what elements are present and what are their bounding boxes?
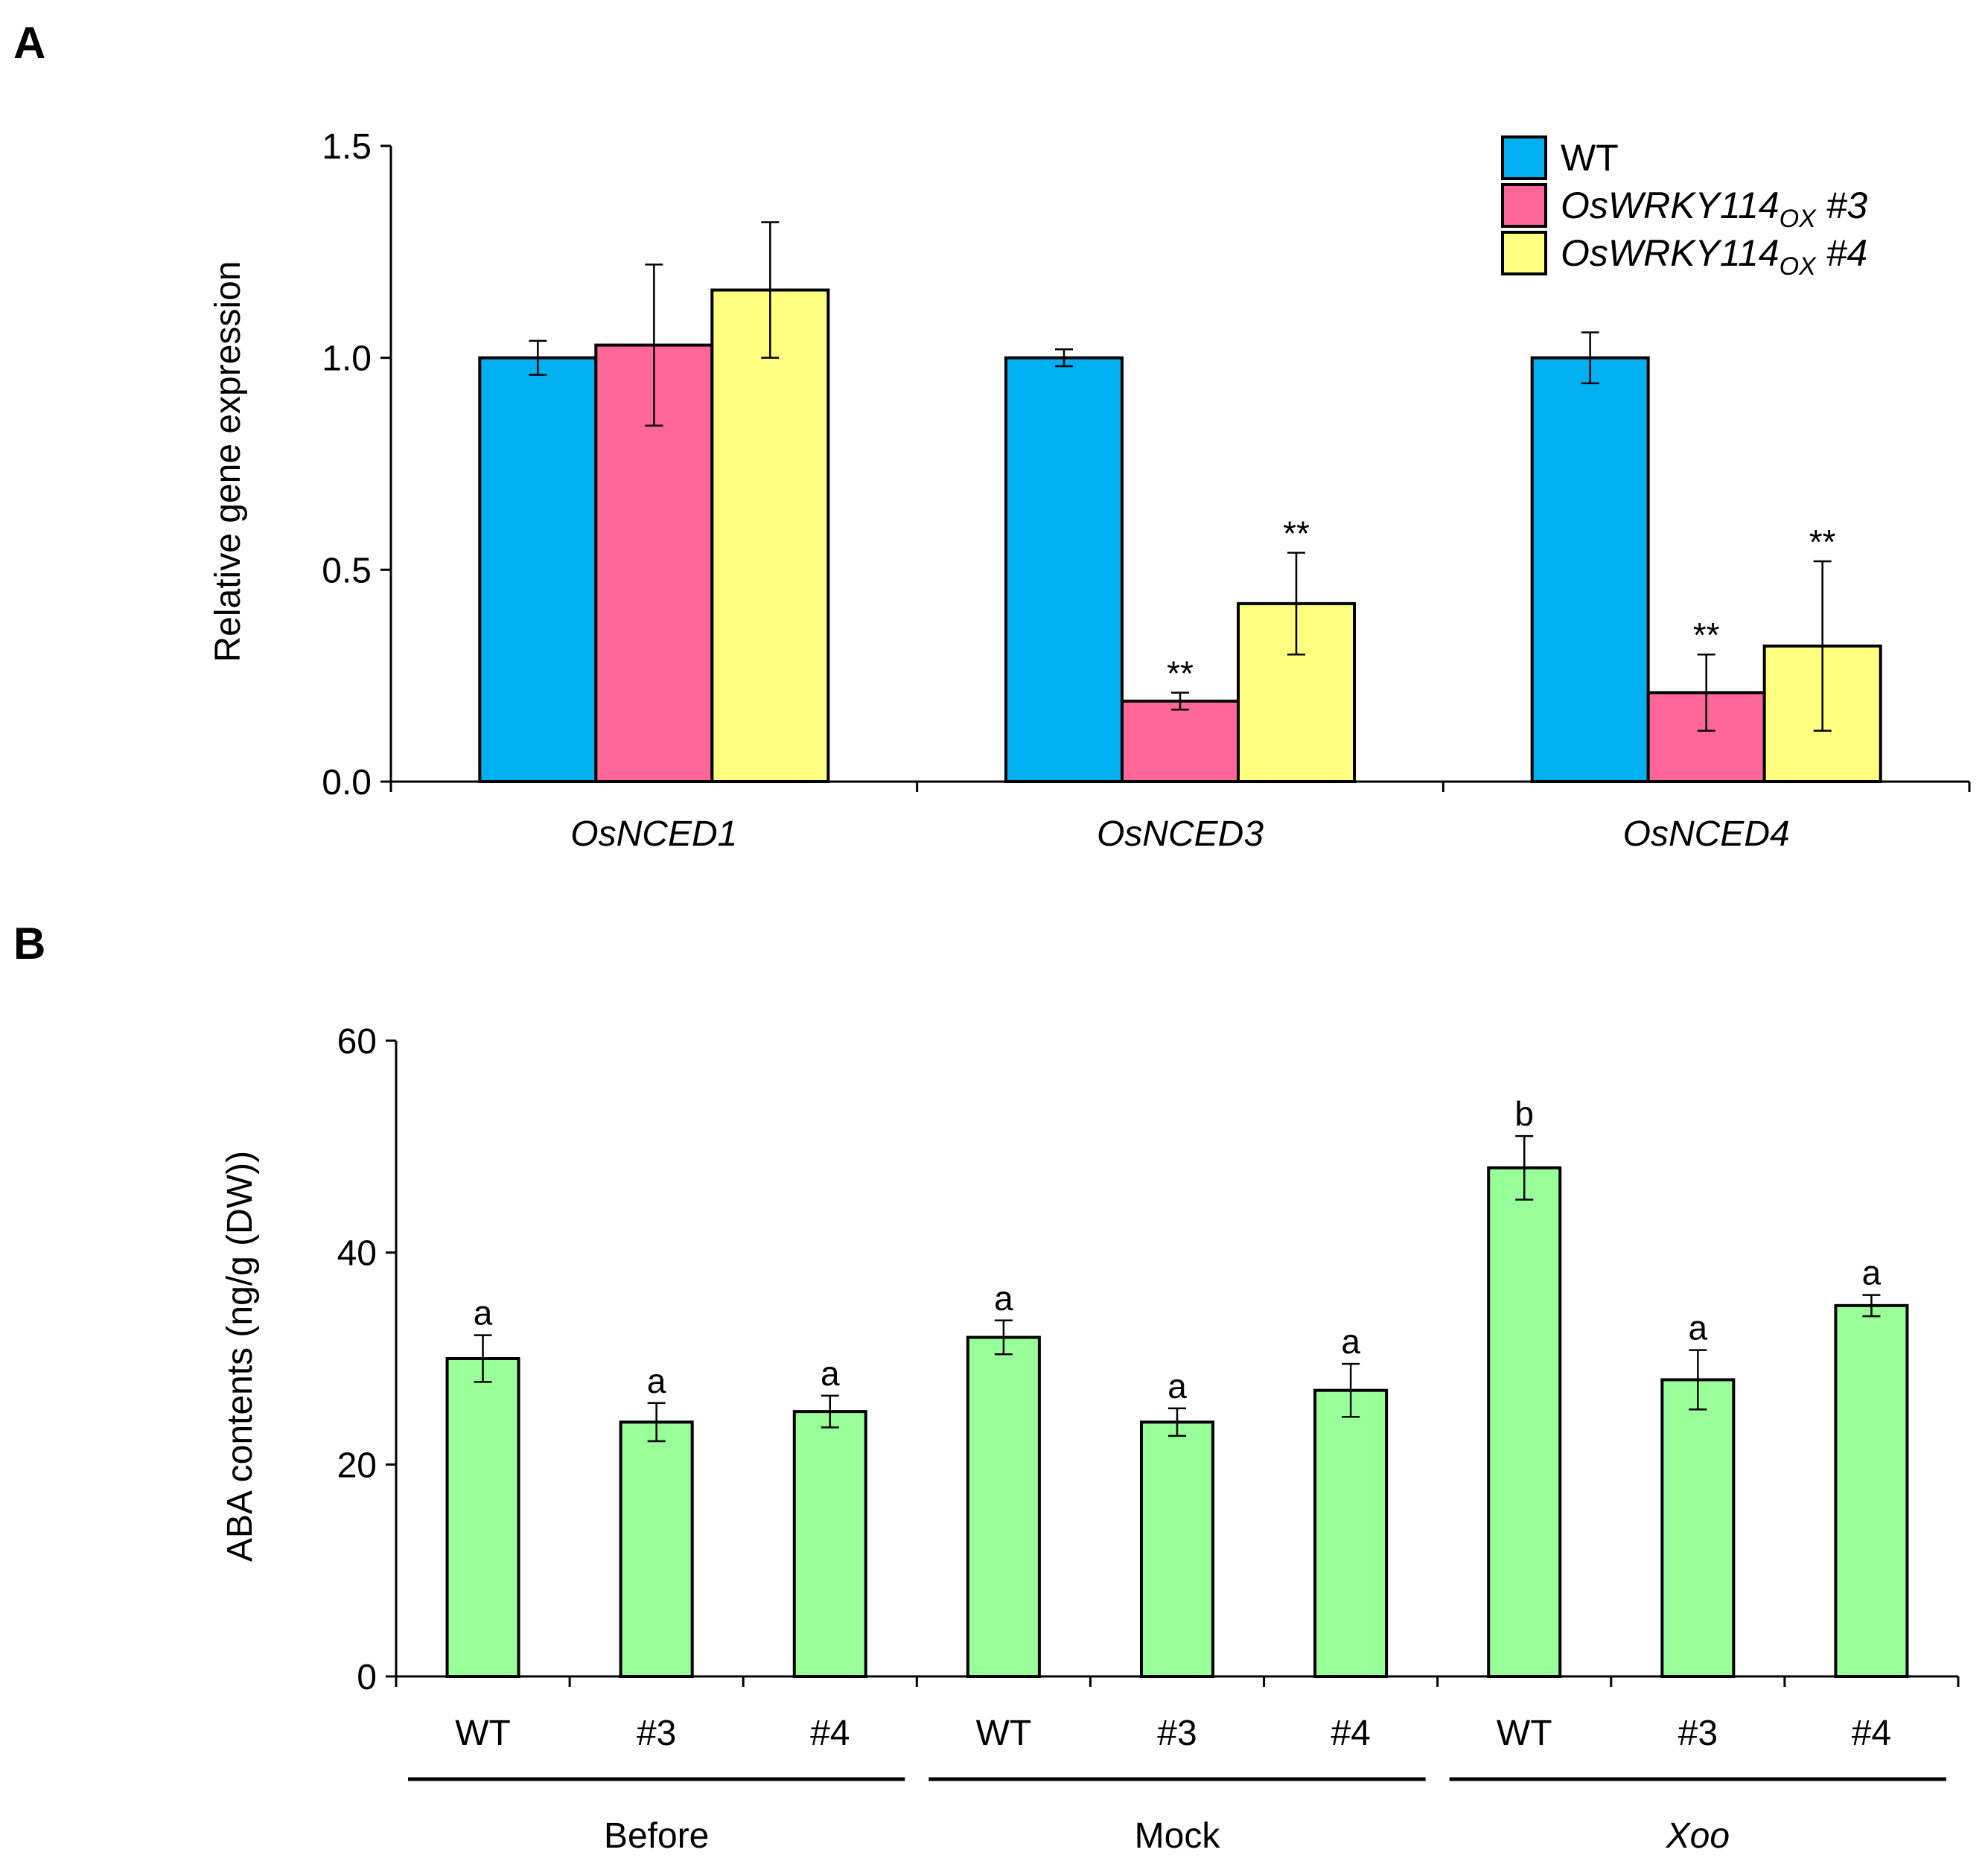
y-tick-label: 1.5 [322,127,372,167]
y-tick-label: 60 [337,1022,377,1062]
panel-b: B ABA contents (ng/g (DW)) 0 20 40 60 WT #3 #4… [13,919,1960,1856]
legend-swatch [1501,231,1547,275]
x-category-label: WT [455,1714,511,1753]
bar [619,1420,694,1679]
legend-entry: OsWRKY114OX #3 [1561,185,1867,233]
bar [1004,356,1124,783]
panel-a-bars: ** ** ** ** [478,221,1882,784]
x-category-label: #4 [1852,1714,1891,1753]
y-tick-label: 1.0 [322,339,372,379]
bar [1530,356,1650,783]
bar [445,1357,520,1678]
legend-entry: WT [1561,137,1619,179]
y-tick-label: 0 [357,1658,377,1697]
x-category-label: WT [976,1714,1032,1753]
significance-letter: a [994,1279,1013,1318]
significance-letter: b [1514,1094,1534,1133]
panel-b-groups: Before Mock Xoo [408,1777,1946,1856]
group-label: Mock [1135,1816,1221,1856]
legend-entry: OsWRKY114OX #4 [1561,232,1867,281]
panel-b-label: B [13,919,45,968]
significance-letter: a [1862,1254,1882,1292]
x-category-label: OsNCED1 [570,814,737,854]
panel-b-y-axis-label: ABA contents (ng/g (DW)) [220,1151,260,1562]
significance-letter: a [821,1354,840,1393]
group-label: Xoo [1666,1816,1730,1856]
legend-swatch [1501,135,1547,180]
panel-a: A Relative gene expression 0.0 0.5 1.0 1.5 O… [13,18,1971,854]
significance-label: ** [1809,523,1836,561]
significance-letter: a [647,1362,666,1400]
significance-label: ** [1693,616,1720,654]
bar [792,1410,867,1678]
x-category-label: #4 [1331,1714,1370,1753]
bar [1121,699,1240,783]
bar [1660,1378,1736,1678]
significance-letter: a [1167,1367,1187,1405]
bar [710,288,830,784]
x-category-label: OsNCED4 [1623,814,1790,854]
panel-a-y-axis-label: Relative gene expression [208,261,248,663]
x-category-label: OsNCED3 [1097,814,1264,854]
significance-letter: a [1341,1322,1360,1361]
bar [1140,1420,1214,1679]
significance-label: ** [1283,514,1310,553]
x-category-label: #3 [637,1714,676,1753]
y-tick-label: 20 [337,1446,377,1485]
bar [1834,1303,1909,1679]
significance-letter: a [474,1294,493,1332]
x-category-label: #3 [1157,1714,1197,1753]
x-category-label: #4 [810,1714,850,1753]
bar [478,356,598,783]
legend-swatch [1501,183,1547,228]
panel-b-bars: a a a a a a b a a [445,1094,1909,1679]
bar [1487,1166,1562,1679]
group-label: Before [604,1816,709,1856]
bar [966,1335,1041,1678]
panel-a-label: A [13,18,45,68]
y-tick-label: 0.0 [322,763,372,802]
x-category-label: WT [1497,1714,1552,1753]
y-tick-label: 40 [337,1234,377,1274]
significance-letter: a [1689,1309,1708,1347]
x-category-label: #3 [1678,1714,1718,1753]
y-tick-label: 0.5 [322,551,372,590]
significance-label: ** [1167,654,1194,692]
bar [1313,1388,1389,1678]
